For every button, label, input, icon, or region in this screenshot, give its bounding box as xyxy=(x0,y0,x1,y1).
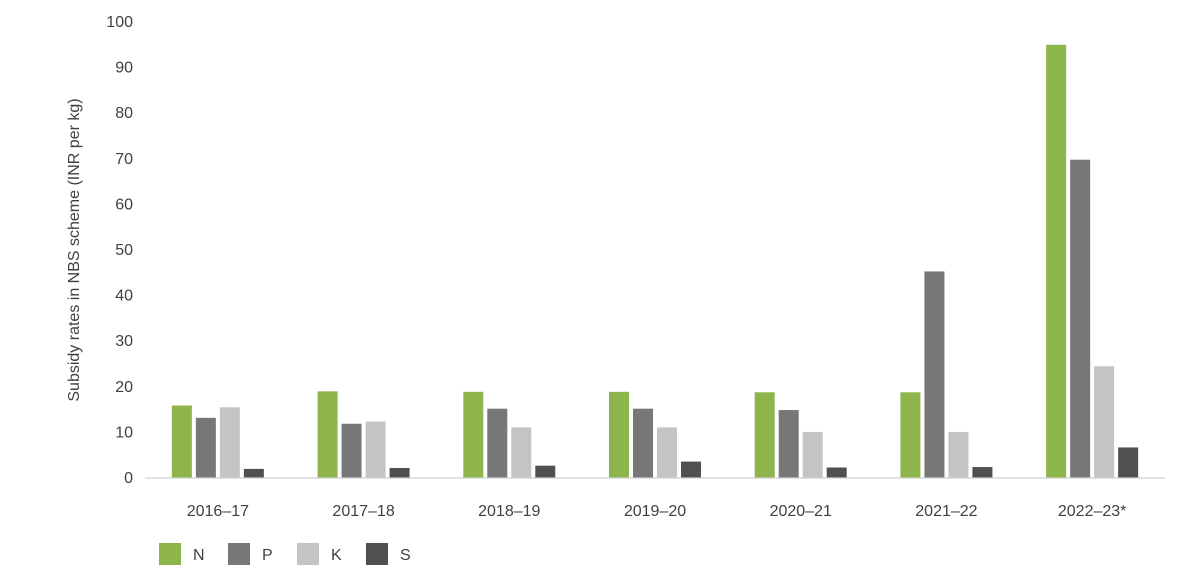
y-tick-label: 90 xyxy=(115,60,133,77)
y-tick-label: 40 xyxy=(115,288,133,305)
y-tick-label: 70 xyxy=(115,151,133,168)
x-category-label: 2016–17 xyxy=(187,503,249,520)
y-tick-label: 0 xyxy=(124,470,133,487)
y-tick-label: 50 xyxy=(115,242,133,259)
bar-n-2016-17 xyxy=(171,405,192,478)
bar-n-2019-20 xyxy=(609,391,629,478)
bar-k-2022-23 xyxy=(1094,366,1115,478)
y-tick-label: 60 xyxy=(115,196,133,213)
bar-s-2017-18 xyxy=(389,467,410,478)
bar-k-2017-18 xyxy=(365,421,386,478)
legend-label-n: N xyxy=(193,547,205,564)
legend-swatch-k xyxy=(297,543,319,565)
bars xyxy=(171,44,1139,479)
bar-p-2022-23 xyxy=(1070,159,1091,478)
bar-k-2020-21 xyxy=(802,431,823,478)
bar-s-2022-23 xyxy=(1118,447,1139,478)
bar-n-2017-18 xyxy=(317,391,338,478)
legend-label-p: P xyxy=(262,547,273,564)
bar-s-2019-20 xyxy=(681,461,701,478)
x-category-label: 2022–23* xyxy=(1058,503,1127,520)
x-category-label: 2018–19 xyxy=(478,503,540,520)
bar-p-2017-18 xyxy=(341,423,362,478)
bar-k-2019-20 xyxy=(657,427,677,478)
bar-p-2021-22 xyxy=(924,271,945,478)
bar-s-2021-22 xyxy=(972,467,993,478)
legend-swatch-p xyxy=(228,543,250,565)
x-category-label: 2017–18 xyxy=(332,503,394,520)
bar-p-2019-20 xyxy=(633,408,653,478)
bar-k-2021-22 xyxy=(948,431,969,478)
bar-s-2020-21 xyxy=(826,467,847,478)
x-axis-labels: 2016–17 2017–18 2018–19 2019–20 2020–21 2021–… xyxy=(187,503,1127,520)
y-tick-label: 10 xyxy=(115,424,133,441)
y-tick-label: 100 xyxy=(106,14,133,31)
bar-k-2016-17 xyxy=(219,407,240,478)
y-tick-label: 20 xyxy=(115,379,133,396)
bar-s-2018-19 xyxy=(535,465,556,478)
bar-n-2020-21 xyxy=(754,392,775,478)
bar-p-2016-17 xyxy=(195,417,216,478)
y-tick-label: 80 xyxy=(115,105,133,122)
bar-k-2018-19 xyxy=(511,427,532,478)
x-category-label: 2021–22 xyxy=(915,503,977,520)
bar-p-2018-19 xyxy=(487,408,508,478)
x-category-label: 2020–21 xyxy=(770,503,832,520)
y-tick-label: 30 xyxy=(115,333,133,350)
bar-p-2020-21 xyxy=(778,410,799,478)
bar-n-2022-23 xyxy=(1046,44,1067,479)
legend-swatch-n xyxy=(159,543,181,565)
y-axis-title: Subsidy rates in NBS scheme (INR per kg) xyxy=(66,98,83,401)
legend-swatch-s xyxy=(366,543,388,565)
bar-s-2016-17 xyxy=(243,468,264,478)
bar-n-2018-19 xyxy=(463,391,484,478)
y-axis-ticks: 0 10 20 30 40 50 60 70 80 90 100 xyxy=(106,14,133,487)
legend-label-k: K xyxy=(331,547,342,564)
x-category-label: 2019–20 xyxy=(624,503,686,520)
bar-n-2021-22 xyxy=(900,392,921,478)
legend-label-s: S xyxy=(400,547,411,564)
